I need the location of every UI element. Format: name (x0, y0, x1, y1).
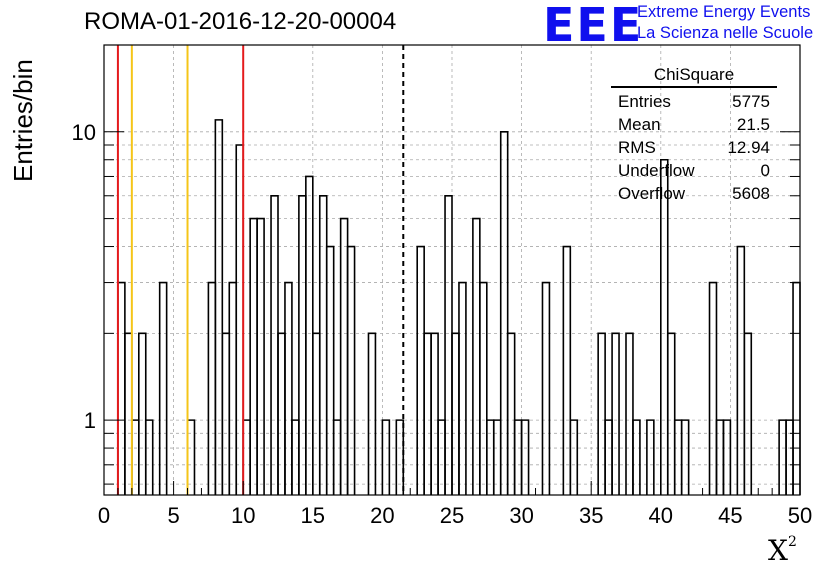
x-tick-label: 5 (167, 503, 179, 528)
histogram-bar (416, 245, 425, 495)
histogram-bar (430, 332, 439, 495)
stats-row-mean: Mean 21.5 (611, 113, 777, 136)
histogram-bar (472, 217, 481, 495)
histogram-bar (249, 217, 258, 495)
histogram-bar (228, 281, 238, 495)
histogram-bar (646, 419, 655, 495)
histogram-bar (597, 332, 606, 495)
x-tick-label: 20 (370, 503, 394, 528)
histogram-bar (270, 194, 279, 495)
stats-label: RMS (618, 138, 656, 157)
x-axis-label: X2 (768, 534, 797, 567)
histogram-bar (325, 245, 335, 495)
histogram-bar (520, 419, 530, 495)
histogram-bar (235, 144, 244, 495)
histogram-bar (792, 281, 801, 495)
x-tick-label: 30 (509, 503, 533, 528)
stats-value: 5775 (732, 92, 770, 111)
histogram-bar (214, 119, 224, 495)
histogram-bar (381, 419, 391, 495)
stats-title: ChiSquare (611, 65, 777, 88)
x-axis-label-base: X (768, 534, 788, 567)
histogram-bar (632, 419, 641, 495)
y-tick-label: 10 (72, 120, 96, 145)
x-tick-label: 0 (98, 503, 110, 528)
stats-value: 5608 (732, 184, 770, 203)
stats-row-rms: RMS 12.94 (611, 136, 777, 159)
histogram-bar (158, 281, 168, 495)
logo-subtitle-line1: Extreme Energy Events (637, 3, 811, 21)
histogram-bar (451, 332, 460, 495)
histogram-bar (346, 245, 356, 495)
histogram-bar (138, 332, 147, 495)
histogram-bar (298, 194, 307, 495)
histogram-bar (660, 158, 669, 495)
x-tick-label: 15 (301, 503, 325, 528)
histogram-bar (722, 419, 732, 495)
x-tick-label: 50 (788, 503, 812, 528)
histogram-bar (666, 332, 676, 495)
histogram-bar (207, 281, 217, 495)
histogram-bar (562, 245, 572, 495)
stats-label: Entries (618, 92, 671, 111)
histogram-bar (708, 281, 718, 495)
stats-box: ChiSquare Entries 5775 Mean 21.5 RMS 12.94 … (611, 65, 777, 205)
logo-subtitle-line2: La Scienza nelle Scuole (637, 24, 814, 42)
histogram-bar (395, 419, 405, 495)
histogram-bar (284, 281, 293, 495)
histogram-bar (312, 332, 321, 495)
histogram-bar (318, 194, 328, 495)
histogram-bar (541, 281, 551, 495)
y-tick-label: 1 (84, 408, 96, 433)
histogram-bar (625, 332, 634, 495)
histogram-bar (124, 332, 133, 495)
histogram-bar (680, 419, 690, 495)
stats-value: 21.5 (736, 115, 770, 134)
histogram-bar (367, 332, 377, 495)
reference-lines (116, 45, 405, 495)
histogram-bar (499, 130, 509, 495)
x-axis-label-superscript: 2 (787, 534, 797, 550)
stats-label: Underflow (618, 161, 695, 180)
stats-row-overflow: Overflow 5608 (611, 182, 777, 205)
stats-label: Mean (618, 115, 661, 134)
histogram-bar (569, 419, 579, 495)
x-tick-label: 45 (718, 503, 742, 528)
stats-value: 12.94 (727, 138, 770, 157)
histogram-bar (305, 175, 314, 495)
eee-logo: EEE (543, 0, 644, 52)
histogram-bar (458, 281, 467, 495)
chart-title: ROMA-01-2016-12-20-00004 (84, 8, 397, 35)
histogram-bar (743, 332, 753, 495)
axis-ticks: 0 5 10 15 20 25 30 35 40 45 50 1 10 (72, 44, 812, 528)
x-tick-label: 35 (579, 503, 603, 528)
stats-row-entries: Entries 5775 (611, 90, 777, 113)
histogram-bar (479, 281, 488, 495)
stats-row-underflow: Underflow 0 (611, 159, 777, 182)
plot-frame (103, 44, 801, 496)
histogram-bar (339, 217, 349, 495)
histogram-bar (117, 281, 126, 495)
histogram-bar (277, 332, 286, 495)
x-tick-label: 25 (440, 503, 464, 528)
stats-label: Overflow (618, 184, 686, 203)
x-tick-label: 40 (649, 503, 673, 528)
histogram-bar (423, 332, 432, 495)
histogram-bar (736, 245, 746, 495)
stats-value: 0 (760, 161, 770, 180)
histogram-bar (444, 194, 453, 495)
histogram-bar (221, 332, 231, 495)
histogram-bar (256, 217, 265, 495)
histogram-bar (506, 332, 516, 495)
histogram-bar (144, 419, 154, 495)
x-tick-label: 10 (231, 503, 255, 528)
histogram-bar (611, 332, 620, 495)
